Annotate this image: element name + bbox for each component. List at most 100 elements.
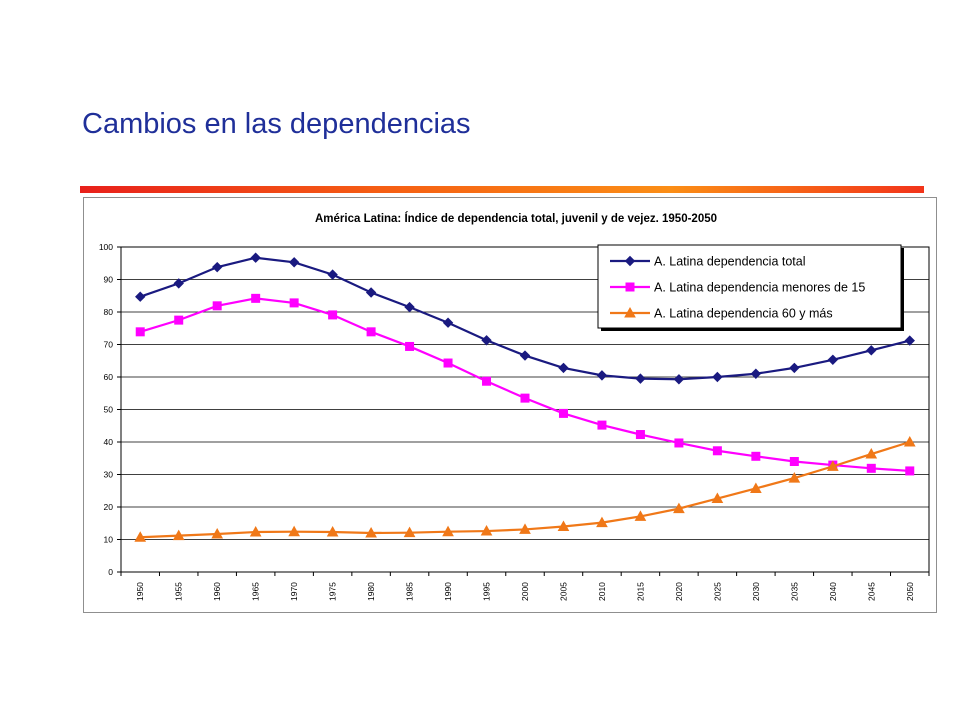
diamond-marker <box>288 257 300 268</box>
y-tick-label: 50 <box>104 405 114 415</box>
triangle-marker <box>788 472 801 483</box>
x-tick-label: 2025 <box>712 582 722 601</box>
x-tick-label: 2030 <box>751 582 761 601</box>
x-tick-label: 2045 <box>866 582 876 601</box>
diamond-marker <box>327 269 338 280</box>
square-marker <box>174 315 184 325</box>
triangle-marker <box>326 525 339 537</box>
series-3 <box>134 435 916 542</box>
chart-frame: América Latina: Índice de dependencia to… <box>83 197 937 613</box>
x-tick-label: 1960 <box>212 582 222 601</box>
square-marker <box>597 420 607 430</box>
x-tick-label: 1990 <box>443 582 453 601</box>
square-marker <box>712 446 722 456</box>
triangle-marker <box>288 525 300 537</box>
triangle-marker <box>249 525 262 537</box>
series-1 <box>135 252 915 385</box>
triangle-marker <box>134 531 147 542</box>
square-marker <box>328 310 338 320</box>
legend-label: A. Latina dependencia total <box>654 255 806 269</box>
diamond-marker <box>404 301 415 313</box>
x-tick-label: 2015 <box>635 582 645 601</box>
chart-legend: A. Latina dependencia total A. Latina dep… <box>597 244 904 331</box>
x-tick-label: 2050 <box>905 582 915 601</box>
x-tick-label: 1980 <box>366 582 376 601</box>
x-tick-label: 1970 <box>289 582 299 601</box>
diamond-marker <box>519 350 531 361</box>
y-tick-label: 80 <box>104 307 114 317</box>
diamond-marker <box>866 345 877 356</box>
square-marker <box>866 463 876 473</box>
y-tick-label: 10 <box>104 535 114 545</box>
square-marker <box>212 301 222 311</box>
square-marker <box>405 341 415 351</box>
diamond-marker <box>712 371 723 383</box>
triangle-marker <box>403 526 416 538</box>
x-tick-label: 2010 <box>597 582 607 601</box>
line-chart: América Latina: Índice de dependencia to… <box>99 212 930 601</box>
triangle-marker <box>826 460 839 471</box>
square-marker <box>625 282 635 292</box>
diamond-marker <box>481 335 492 346</box>
y-tick-label: 20 <box>104 502 114 512</box>
chart-title: América Latina: Índice de dependencia to… <box>315 212 717 225</box>
triangle-marker <box>711 492 724 504</box>
x-tick-label: 2035 <box>789 582 799 601</box>
square-marker <box>520 393 530 403</box>
triangle-marker <box>557 520 570 531</box>
triangle-marker <box>480 525 493 536</box>
diamond-marker <box>673 374 685 385</box>
x-tick-label: 1950 <box>135 582 145 601</box>
slide-title: Cambios en las dependencias <box>82 108 471 140</box>
diamond-marker <box>442 317 454 328</box>
square-marker <box>905 466 915 476</box>
triangle-marker <box>596 516 608 528</box>
diamond-marker <box>750 368 762 379</box>
diamond-marker <box>596 370 608 381</box>
triangle-marker <box>903 435 916 447</box>
title-accent-bar <box>80 186 924 193</box>
x-tick-label: 2040 <box>828 582 838 601</box>
x-tick-label: 1975 <box>328 582 338 601</box>
diamond-marker <box>211 261 223 273</box>
diamond-marker <box>173 278 184 289</box>
series-layer <box>134 252 916 542</box>
legend-label: A. Latina dependencia 60 y más <box>654 307 833 321</box>
square-marker <box>635 430 645 440</box>
diamond-marker <box>250 252 261 263</box>
diamond-marker <box>635 373 646 384</box>
triangle-marker <box>172 529 185 541</box>
diamond-marker <box>558 362 569 374</box>
y-tick-label: 30 <box>104 470 114 480</box>
x-tick-label: 1995 <box>482 582 492 601</box>
square-marker <box>289 298 299 308</box>
y-tick-label: 0 <box>108 567 113 577</box>
square-marker <box>482 376 492 386</box>
diamond-marker <box>789 362 800 374</box>
series-line <box>140 440 911 539</box>
triangle-marker <box>442 525 454 537</box>
triangle-marker <box>673 502 685 514</box>
square-marker <box>789 457 799 466</box>
triangle-marker <box>865 447 878 459</box>
square-marker <box>751 451 761 461</box>
triangle-marker <box>624 306 636 318</box>
x-tick-label: 1955 <box>174 582 184 601</box>
legend-label: A. Latina dependencia menores de 15 <box>654 281 865 295</box>
triangle-marker <box>634 510 647 521</box>
triangle-marker <box>365 526 377 538</box>
diamond-marker <box>624 255 636 267</box>
x-tick-label: 2000 <box>520 582 530 601</box>
diamond-marker <box>827 354 839 365</box>
diamond-marker <box>904 335 915 346</box>
diamond-marker <box>135 291 146 302</box>
square-marker <box>251 293 261 303</box>
y-tick-label: 40 <box>104 437 114 447</box>
triangle-marker <box>750 482 762 493</box>
square-marker <box>135 327 145 337</box>
y-tick-label: 60 <box>104 372 114 382</box>
x-tick-label: 1985 <box>405 582 415 601</box>
y-tick-label: 90 <box>104 275 114 285</box>
triangle-marker <box>519 523 531 534</box>
